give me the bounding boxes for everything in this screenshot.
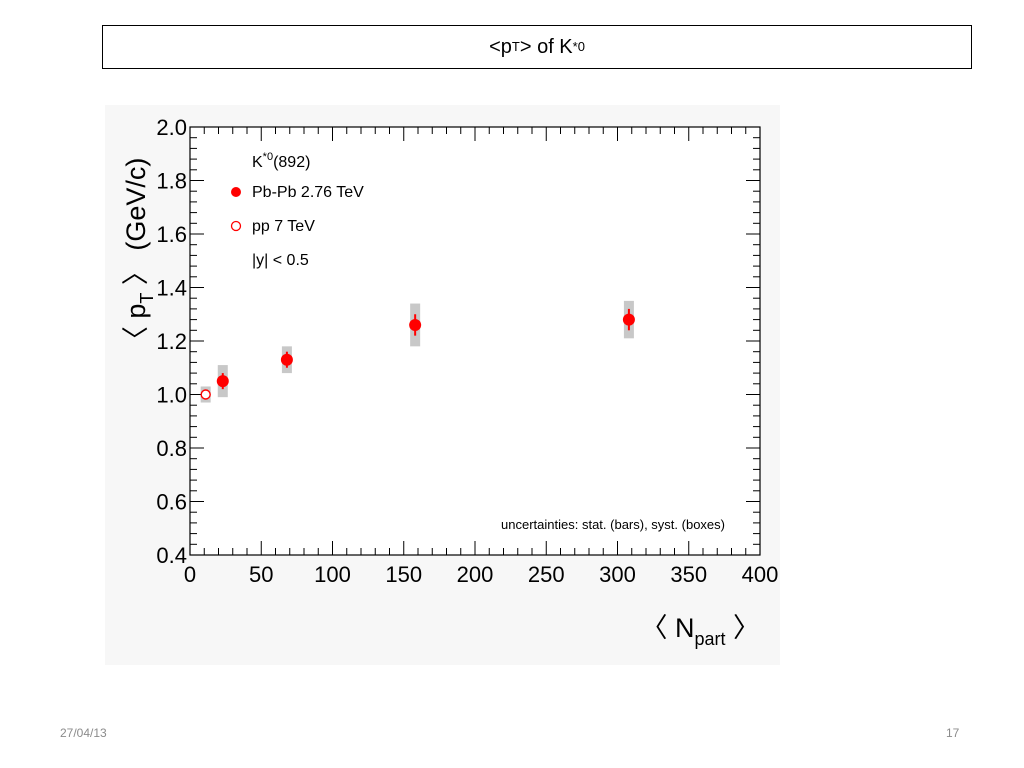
title-prefix: <p xyxy=(489,35,512,58)
y-tick-label: 1.8 xyxy=(156,169,187,194)
x-axis-label-end: 〉 xyxy=(725,613,760,643)
y-tick-label: 2.0 xyxy=(156,115,187,140)
data-point-filled xyxy=(216,375,229,388)
x-axis-label-subscript: part xyxy=(694,629,725,649)
y-axis-label: 〈 pT 〉 (GeV/c) xyxy=(121,158,157,354)
plot-frame xyxy=(189,126,761,556)
data-point-open xyxy=(200,389,211,400)
legend-marker-open xyxy=(230,220,242,232)
x-axis-label: 〈 Npart 〉 xyxy=(640,613,760,649)
y-tick-label: 1.2 xyxy=(156,329,187,354)
x-tick-label: 50 xyxy=(249,562,273,587)
x-tick-label: 150 xyxy=(385,562,422,587)
legend-rapidity-note: |y| < 0.5 xyxy=(252,252,309,269)
x-tick-label: 200 xyxy=(457,562,494,587)
y-axis-label-subscript: T xyxy=(137,293,157,304)
y-tick-label: 1.6 xyxy=(156,222,187,247)
legend-header: K*0(892) xyxy=(252,151,310,171)
x-tick-label: 300 xyxy=(599,562,636,587)
slide-title: <p T > of K *0 xyxy=(102,25,972,69)
title-middle: > of K xyxy=(519,35,573,58)
x-tick-label: 100 xyxy=(314,562,351,587)
y-tick-label: 1.0 xyxy=(156,383,187,408)
x-tick-label: 400 xyxy=(742,562,779,587)
legend-header-main: K xyxy=(252,154,263,171)
legend-header-superscript: *0 xyxy=(263,151,273,163)
footer-page-number: 17 xyxy=(946,726,960,740)
legend-header-suffix: (892) xyxy=(273,154,310,171)
x-tick-label: 350 xyxy=(670,562,707,587)
data-point-filled xyxy=(280,353,293,366)
uncertainty-annotation: uncertainties: stat. (bars), syst. (boxe… xyxy=(501,517,725,532)
legend-marker-filled xyxy=(231,187,241,197)
plot-area: 0.4 0.6 0.8 1.0 1.2 1.4 1.6 1.8 2.0 0 50 100 150 200 2… xyxy=(105,105,780,665)
y-axis-label-unit: 〉 (GeV/c) xyxy=(121,158,151,293)
y-tick-label: 0.8 xyxy=(156,436,187,461)
chart-svg: 0.4 0.6 0.8 1.0 1.2 1.4 1.6 1.8 2.0 0 50 100 150 200 2… xyxy=(105,105,780,665)
legend-entry-label: pp 7 TeV xyxy=(252,218,315,235)
legend-entry-label: Pb-Pb 2.76 TeV xyxy=(252,184,364,201)
footer-date: 27/04/13 xyxy=(60,726,107,740)
y-axis-label-main: 〈 p xyxy=(121,304,151,354)
x-tick-label: 250 xyxy=(528,562,565,587)
y-tick-label: 0.6 xyxy=(156,490,187,515)
y-tick-label: 0.4 xyxy=(156,543,187,568)
x-tick-label: 0 xyxy=(184,562,196,587)
y-tick-label: 1.4 xyxy=(156,276,187,301)
x-axis-label-main: 〈 N xyxy=(640,613,694,643)
data-point-filled xyxy=(622,313,635,326)
data-point-filled xyxy=(409,318,422,331)
